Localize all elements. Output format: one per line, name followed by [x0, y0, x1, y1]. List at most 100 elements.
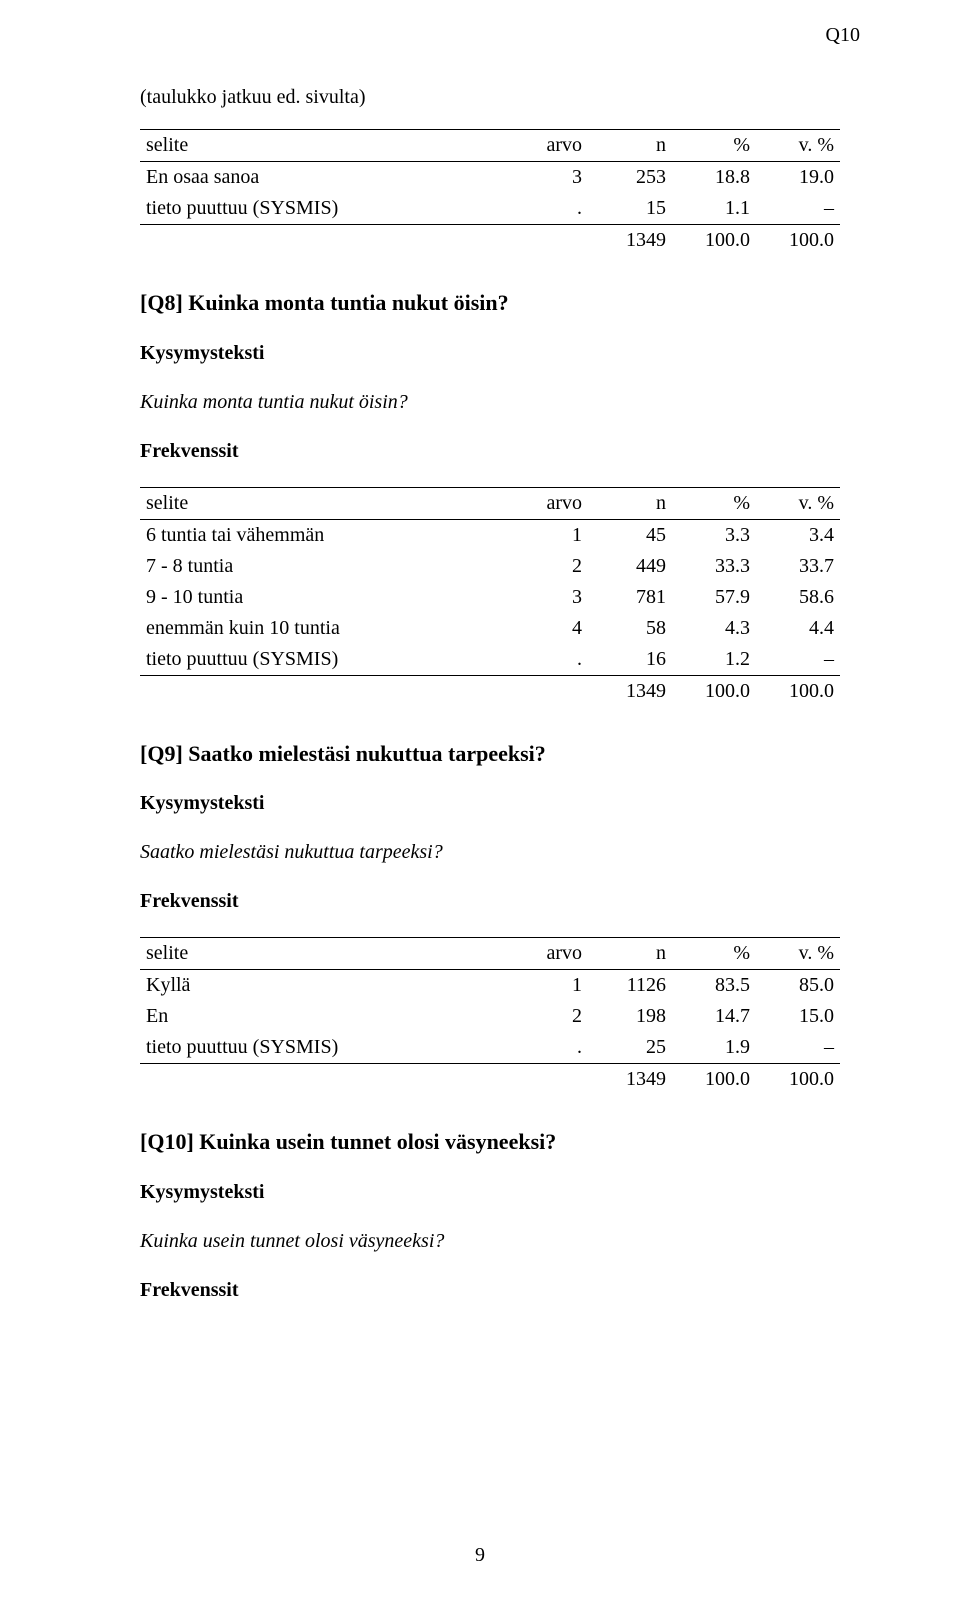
cell-label: En osaa sanoa — [140, 162, 504, 194]
cell-n: 1126 — [588, 970, 672, 1002]
cell-vpct: – — [756, 644, 840, 676]
q8-table: selite arvo n % v. % 6 tuntia tai vähemm… — [140, 487, 840, 707]
cell-pct: 57.9 — [672, 582, 756, 613]
cell-n: 198 — [588, 1001, 672, 1032]
table-row: tieto puuttuu (SYSMIS) . 25 1.9 – — [140, 1032, 840, 1064]
col-label: selite — [140, 487, 504, 519]
col-vpct: v. % — [756, 938, 840, 970]
table-total-row: 1349 100.0 100.0 — [140, 1064, 840, 1096]
cell-n: 449 — [588, 551, 672, 582]
cell-arvo: 2 — [504, 551, 588, 582]
cell-pct: 4.3 — [672, 613, 756, 644]
q10-title: [Q10] Kuinka usein tunnet olosi väsyneek… — [140, 1127, 840, 1157]
cell-label: enemmän kuin 10 tuntia — [140, 613, 504, 644]
cell-vpct: 58.6 — [756, 582, 840, 613]
q9-frekvenssit-label: Frekvenssit — [140, 888, 840, 915]
cell-arvo: 4 — [504, 613, 588, 644]
col-pct: % — [672, 130, 756, 162]
col-n: n — [588, 938, 672, 970]
q10-kysymysteksti: Kuinka usein tunnet olosi väsyneeksi? — [140, 1228, 840, 1255]
cell-vpct: 85.0 — [756, 970, 840, 1002]
table-row: tieto puuttuu (SYSMIS) . 15 1.1 – — [140, 193, 840, 225]
cell-n: 1349 — [588, 225, 672, 257]
cell-pct: 100.0 — [672, 675, 756, 707]
cell-pct: 83.5 — [672, 970, 756, 1002]
cell-n: 1349 — [588, 1064, 672, 1096]
cell-arvo: 2 — [504, 1001, 588, 1032]
cell-arvo: 1 — [504, 970, 588, 1002]
q10-frekvenssit-label: Frekvenssit — [140, 1277, 840, 1304]
col-label: selite — [140, 130, 504, 162]
cell-pct: 1.1 — [672, 193, 756, 225]
q8-frekvenssit-label: Frekvenssit — [140, 438, 840, 465]
cell-pct: 14.7 — [672, 1001, 756, 1032]
cell-arvo: 3 — [504, 582, 588, 613]
continuation-note: (taulukko jatkuu ed. sivulta) — [140, 84, 840, 111]
q8-title: [Q8] Kuinka monta tuntia nukut öisin? — [140, 288, 840, 318]
cell-arvo — [504, 1064, 588, 1096]
table-total-row: 1349 100.0 100.0 — [140, 675, 840, 707]
table-header-row: selite arvo n % v. % — [140, 487, 840, 519]
cell-pct: 18.8 — [672, 162, 756, 194]
q9-kysymysteksti: Saatko mielestäsi nukuttua tarpeeksi? — [140, 839, 840, 866]
cell-vpct: 19.0 — [756, 162, 840, 194]
cell-arvo: 1 — [504, 519, 588, 551]
cell-label: tieto puuttuu (SYSMIS) — [140, 644, 504, 676]
cell-label: tieto puuttuu (SYSMIS) — [140, 193, 504, 225]
cell-vpct: – — [756, 1032, 840, 1064]
q8-kysymysteksti-label: Kysymysteksti — [140, 340, 840, 367]
q9-title: [Q9] Saatko mielestäsi nukuttua tarpeeks… — [140, 739, 840, 769]
cell-vpct: 100.0 — [756, 225, 840, 257]
table-row: 9 - 10 tuntia 3 781 57.9 58.6 — [140, 582, 840, 613]
cell-n: 15 — [588, 193, 672, 225]
page-number: 9 — [0, 1542, 960, 1569]
table-header-row: selite arvo n % v. % — [140, 130, 840, 162]
table-row: 6 tuntia tai vähemmän 1 45 3.3 3.4 — [140, 519, 840, 551]
col-arvo: arvo — [504, 938, 588, 970]
cell-n: 25 — [588, 1032, 672, 1064]
document-page: Q10 (taulukko jatkuu ed. sivulta) selite… — [0, 0, 960, 1605]
table-header-row: selite arvo n % v. % — [140, 938, 840, 970]
q8-kysymysteksti: Kuinka monta tuntia nukut öisin? — [140, 389, 840, 416]
cell-pct: 100.0 — [672, 225, 756, 257]
cell-arvo: . — [504, 1032, 588, 1064]
cell-vpct: 33.7 — [756, 551, 840, 582]
cell-label — [140, 675, 504, 707]
q9-kysymysteksti-label: Kysymysteksti — [140, 790, 840, 817]
cell-vpct: 100.0 — [756, 675, 840, 707]
col-label: selite — [140, 938, 504, 970]
col-pct: % — [672, 938, 756, 970]
cell-arvo: 3 — [504, 162, 588, 194]
table-row: En osaa sanoa 3 253 18.8 19.0 — [140, 162, 840, 194]
cell-vpct: – — [756, 193, 840, 225]
cell-label: En — [140, 1001, 504, 1032]
cell-label: 6 tuntia tai vähemmän — [140, 519, 504, 551]
cell-vpct: 4.4 — [756, 613, 840, 644]
cell-vpct: 100.0 — [756, 1064, 840, 1096]
cell-n: 58 — [588, 613, 672, 644]
cell-vpct: 3.4 — [756, 519, 840, 551]
cell-n: 16 — [588, 644, 672, 676]
col-n: n — [588, 130, 672, 162]
cell-label: tieto puuttuu (SYSMIS) — [140, 1032, 504, 1064]
cell-arvo — [504, 675, 588, 707]
cell-label: 7 - 8 tuntia — [140, 551, 504, 582]
col-n: n — [588, 487, 672, 519]
cell-pct: 3.3 — [672, 519, 756, 551]
cell-label — [140, 225, 504, 257]
cell-n: 253 — [588, 162, 672, 194]
q9-table: selite arvo n % v. % Kyllä 1 1126 83.5 8… — [140, 937, 840, 1095]
cell-arvo: . — [504, 193, 588, 225]
cell-arvo — [504, 225, 588, 257]
cell-pct: 33.3 — [672, 551, 756, 582]
cell-n: 1349 — [588, 675, 672, 707]
page-header-label: Q10 — [826, 22, 860, 49]
table-row: 7 - 8 tuntia 2 449 33.3 33.7 — [140, 551, 840, 582]
table-row: tieto puuttuu (SYSMIS) . 16 1.2 – — [140, 644, 840, 676]
cell-arvo: . — [504, 644, 588, 676]
cell-n: 781 — [588, 582, 672, 613]
table-row: Kyllä 1 1126 83.5 85.0 — [140, 970, 840, 1002]
q10-kysymysteksti-label: Kysymysteksti — [140, 1179, 840, 1206]
cell-label — [140, 1064, 504, 1096]
cell-label: 9 - 10 tuntia — [140, 582, 504, 613]
